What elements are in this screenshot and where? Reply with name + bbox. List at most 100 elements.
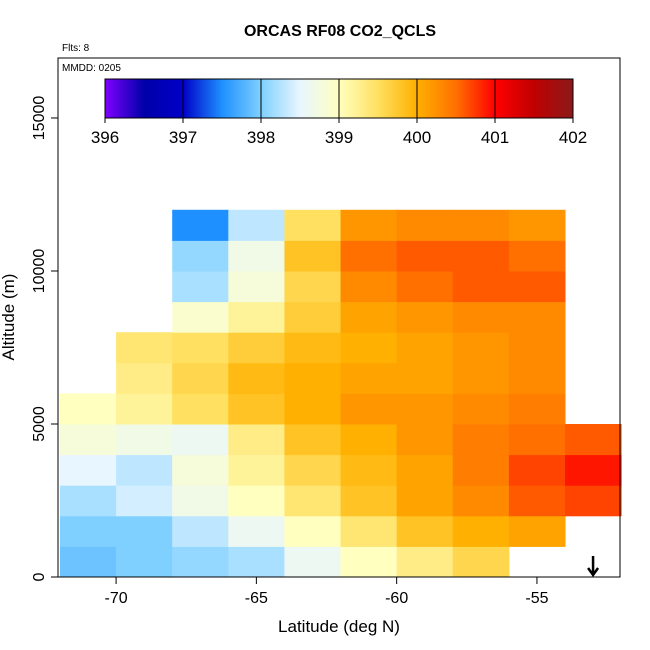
- heatmap-cell: [452, 362, 510, 394]
- heatmap-cell: [508, 485, 566, 517]
- heatmap-cell: [508, 270, 566, 303]
- chart-title: ORCAS RF08 CO2_QCLS: [244, 23, 436, 40]
- heatmap-cell: [59, 454, 117, 486]
- heatmap-cell: [284, 270, 342, 303]
- heatmap: [59, 209, 622, 578]
- x-axis-label: Latitude (deg N): [278, 617, 400, 636]
- heatmap-cell: [396, 301, 454, 333]
- heatmap-cell: [508, 301, 566, 333]
- heatmap-cell: [396, 393, 454, 425]
- heatmap-cell: [452, 515, 510, 547]
- heatmap-cell: [284, 485, 342, 517]
- y-tick-label: 10000: [31, 249, 48, 294]
- colorbar-tick-label: 396: [91, 128, 119, 147]
- heatmap-cell: [116, 485, 173, 517]
- heatmap-cell: [340, 209, 398, 241]
- heatmap-cell: [340, 301, 398, 333]
- heatmap-cell: [508, 393, 566, 425]
- flights-note: Flts: 8: [62, 43, 90, 54]
- heatmap-cell: [452, 240, 510, 272]
- heatmap-cell: [508, 515, 566, 547]
- colorbar-tick-label: 399: [325, 128, 353, 147]
- heatmap-cell: [116, 423, 173, 456]
- heatmap-cell: [228, 332, 285, 364]
- heatmap-cell: [116, 515, 173, 547]
- heatmap-cell: [396, 270, 454, 303]
- heatmap-cell: [396, 209, 454, 241]
- heatmap-cell: [228, 454, 285, 486]
- heatmap-cell: [396, 454, 454, 486]
- heatmap-cell: [228, 240, 285, 272]
- heatmap-cell: [59, 515, 117, 547]
- x-tick-label: -70: [105, 590, 128, 607]
- heatmap-cell: [396, 332, 454, 364]
- heatmap-cell: [452, 454, 510, 486]
- heatmap-cell: [284, 546, 342, 578]
- colorbar-tick-label: 400: [403, 128, 431, 147]
- heatmap-cell: [172, 393, 229, 425]
- x-tick-label: -65: [245, 590, 268, 607]
- heatmap-cell: [340, 515, 398, 547]
- heatmap-cell: [508, 240, 566, 272]
- heatmap-cell: [565, 423, 622, 456]
- colorbar-tick-label: 401: [481, 128, 509, 147]
- heatmap-cell: [228, 362, 285, 394]
- heatmap-cell: [508, 362, 566, 394]
- heatmap-cell: [452, 332, 510, 364]
- heatmap-cell: [228, 301, 285, 333]
- heatmap-cell: [340, 270, 398, 303]
- plot-frame: [57, 57, 621, 578]
- heatmap-cell: [172, 332, 229, 364]
- heatmap-cell: [59, 485, 117, 517]
- heatmap-cell: [172, 423, 229, 456]
- heatmap-cell: [452, 301, 510, 333]
- heatmap-cell: [340, 332, 398, 364]
- heatmap-cell: [284, 209, 342, 241]
- heatmap-cell: [508, 332, 566, 364]
- heatmap-cell: [228, 423, 285, 456]
- heatmap-cell: [284, 301, 342, 333]
- heatmap-cell: [396, 362, 454, 394]
- heatmap-cell: [284, 362, 342, 394]
- heatmap-cell: [228, 485, 285, 517]
- heatmap-cell: [172, 301, 229, 333]
- heatmap-cell: [340, 485, 398, 517]
- heatmap-cell: [508, 454, 566, 486]
- y-tick-label: 5000: [31, 406, 48, 442]
- heatmap-cell: [452, 209, 510, 241]
- heatmap-cell: [340, 362, 398, 394]
- y-tick-label: 0: [31, 572, 48, 581]
- heatmap-cell: [172, 546, 229, 578]
- heatmap-cell: [172, 209, 229, 241]
- heatmap-cell: [396, 515, 454, 547]
- heatmap-cell: [116, 546, 173, 578]
- heatmap-cell: [172, 454, 229, 486]
- heatmap-cell: [452, 393, 510, 425]
- heatmap-cell: [172, 270, 229, 303]
- heatmap-cell: [452, 423, 510, 456]
- heatmap-cell: [396, 240, 454, 272]
- heatmap-cell: [340, 546, 398, 578]
- heatmap-cell: [228, 515, 285, 547]
- heatmap-cell: [284, 423, 342, 456]
- y-axis-label: Altitude (m): [0, 274, 18, 361]
- heatmap-cell: [172, 485, 229, 517]
- heatmap-cell: [172, 515, 229, 547]
- heatmap-cell: [284, 393, 342, 425]
- heatmap-cell: [508, 209, 566, 241]
- heatmap-cell: [116, 362, 173, 394]
- heatmap-cell: [284, 240, 342, 272]
- x-tick-label: -60: [385, 590, 408, 607]
- heatmap-cell: [59, 423, 117, 456]
- heatmap-cell: [452, 546, 510, 578]
- heatmap-cell: [396, 546, 454, 578]
- colorbar-tick-label: 402: [559, 128, 587, 147]
- heatmap-cell: [228, 270, 285, 303]
- heatmap-cell: [116, 332, 173, 364]
- heatmap-cell: [284, 515, 342, 547]
- x-tick-label: -55: [525, 590, 548, 607]
- heatmap-cell: [565, 485, 622, 517]
- heatmap-cell: [172, 362, 229, 394]
- heatmap-cell: [59, 546, 117, 578]
